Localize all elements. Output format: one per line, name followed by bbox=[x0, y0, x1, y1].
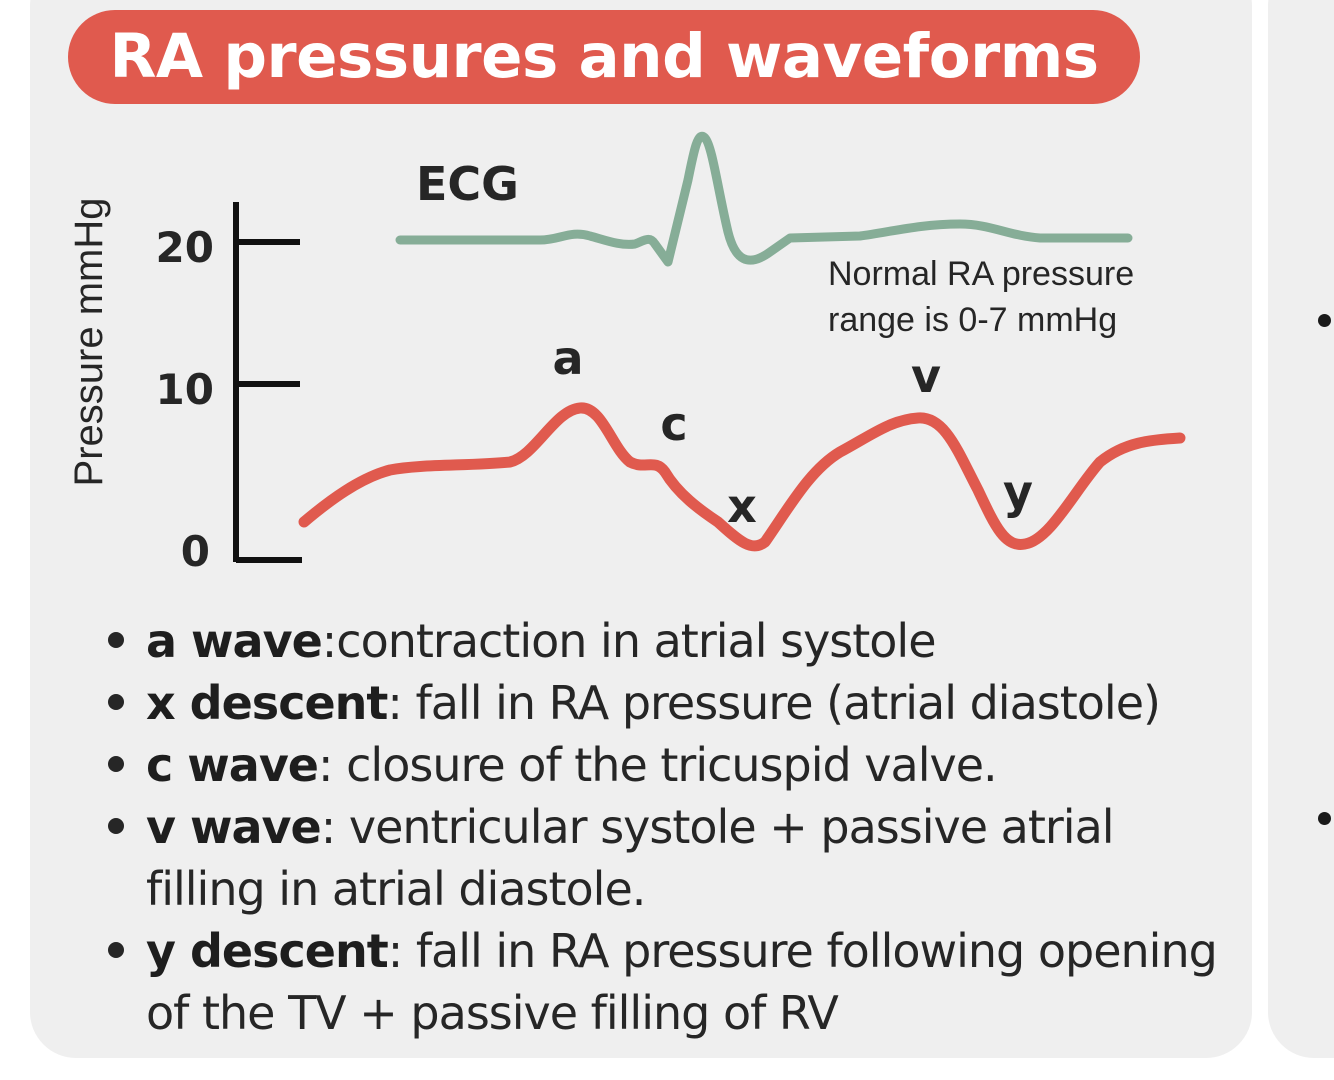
label-v-wave: v bbox=[911, 349, 941, 403]
bullet-dot bbox=[108, 818, 124, 834]
bullet-term: v wave bbox=[146, 800, 322, 854]
label-a-wave: a bbox=[552, 331, 583, 385]
bullet-desc: : ventricular systole + passive atrial f… bbox=[146, 800, 1115, 916]
bullet-x-descent: x descent: fall in RA pressure (atrial d… bbox=[104, 672, 1244, 734]
bullet-dot bbox=[108, 942, 124, 958]
label-y-descent: y bbox=[1003, 465, 1033, 519]
pressure-axis bbox=[233, 202, 302, 563]
tick-label-0: 0 bbox=[181, 527, 210, 576]
adjacent-bullet-dot bbox=[1318, 314, 1331, 327]
wave-explanations: a wave:contraction in atrial systole x d… bbox=[104, 610, 1244, 1044]
bullet-term: x descent bbox=[146, 676, 388, 730]
adjacent-card bbox=[1268, 0, 1334, 1058]
label-x-descent: x bbox=[727, 479, 757, 533]
normal-range-note-line1: Normal RA pressure bbox=[828, 255, 1134, 293]
bullet-term: y descent bbox=[146, 924, 389, 978]
bullet-dot bbox=[108, 632, 124, 648]
y-axis-label: Pressure mmHg bbox=[67, 198, 111, 487]
page-title: RA pressures and waveforms bbox=[68, 10, 1140, 104]
ra-pressure-trace bbox=[298, 402, 1186, 552]
bullet-dot bbox=[108, 694, 124, 710]
bullet-desc: : fall in RA pressure following opening … bbox=[146, 924, 1218, 1040]
bullet-term: c wave bbox=[146, 738, 319, 792]
bullet-y-descent: y descent: fall in RA pressure following… bbox=[104, 920, 1244, 1044]
bullet-dot bbox=[108, 756, 124, 772]
bullet-term: a wave bbox=[146, 614, 323, 668]
bullet-c-wave: c wave: closure of the tricuspid valve. bbox=[104, 734, 1244, 796]
bullet-v-wave: v wave: ventricular systole + passive at… bbox=[104, 796, 1244, 920]
ecg-trace bbox=[395, 131, 1133, 267]
bullet-desc: : closure of the tricuspid valve. bbox=[318, 738, 998, 792]
ecg-label: ECG bbox=[416, 157, 519, 211]
tick-label-10: 10 bbox=[156, 365, 214, 414]
bullet-desc: :contraction in atrial systole bbox=[321, 614, 937, 668]
normal-range-note-line2: range is 0-7 mmHg bbox=[828, 301, 1117, 339]
tick-label-20: 20 bbox=[156, 223, 214, 272]
bullet-desc: : fall in RA pressure (atrial diastole) bbox=[387, 676, 1161, 730]
adjacent-bullet-dot bbox=[1318, 812, 1331, 825]
bullet-a-wave: a wave:contraction in atrial systole bbox=[104, 610, 1244, 672]
label-c-wave: c bbox=[660, 397, 687, 451]
